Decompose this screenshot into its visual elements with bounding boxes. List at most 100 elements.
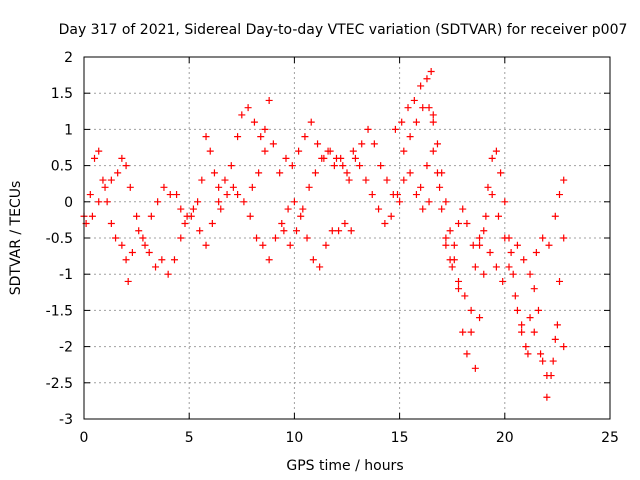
data-point [507,248,515,256]
data-point [223,191,231,199]
data-point [215,183,223,191]
data-point [246,212,254,220]
data-point [549,357,557,365]
data-point [427,67,435,75]
series-sat-f [391,67,568,401]
data-point [417,183,425,191]
data-point [530,328,538,336]
data-point [368,191,376,199]
data-point [114,169,122,177]
data-point [343,169,351,177]
data-point [442,198,450,206]
data-point [248,183,256,191]
data-point [347,227,355,235]
data-point [250,118,258,126]
data-point [170,256,178,264]
data-point [494,212,502,220]
data-point [511,292,519,300]
data-point [501,198,509,206]
data-point [269,140,277,148]
y-axis-label: SDTVAR / TECUs [8,181,24,296]
data-point [164,270,172,278]
data-point [539,234,547,242]
data-point [463,220,471,228]
data-point [206,147,214,155]
y-tick-label: 0 [64,195,73,211]
data-point [419,104,427,112]
data-point [293,227,301,235]
data-point [183,212,191,220]
data-point [433,169,441,177]
data-point [158,256,166,264]
data-point [450,241,458,249]
data-point [455,220,463,228]
data-point [173,191,181,199]
data-point [412,118,420,126]
series-sat-e [280,147,433,249]
data-point [166,191,174,199]
data-point [419,205,427,213]
data-point [88,212,96,220]
y-tick-label: -2.5 [46,376,73,392]
data-point [208,220,216,228]
series-sat-c [217,183,355,271]
y-tick-label: -0.5 [46,231,73,247]
data-point [322,241,330,249]
data-point [423,162,431,170]
data-point [221,176,229,184]
data-point [271,234,279,242]
data-point [316,263,324,271]
data-point [556,277,564,285]
data-point [476,241,484,249]
data-points [80,67,568,401]
data-point [259,241,267,249]
data-point [133,212,141,220]
data-point [261,147,269,155]
data-point [339,162,347,170]
data-point [398,118,406,126]
grid-lines [84,57,610,419]
data-point [335,227,343,235]
data-point [518,321,526,329]
data-point [217,205,225,213]
data-point [461,292,469,300]
data-point [375,205,383,213]
y-tick-label: 1.5 [51,86,73,102]
data-point [492,147,500,155]
data-point [492,263,500,271]
data-point [351,154,359,162]
data-point [107,176,115,184]
data-point [257,133,265,141]
data-point [240,198,248,206]
data-point [412,191,420,199]
data-point [539,357,547,365]
data-point [103,198,111,206]
data-point [177,205,185,213]
data-point [448,263,456,271]
data-point [234,191,242,199]
data-point [522,343,530,351]
data-point [124,277,132,285]
data-point [391,125,399,133]
x-tick-label: 5 [185,430,194,446]
data-point [341,220,349,228]
y-tick-label: -2 [59,340,73,356]
data-point [234,133,242,141]
series-sat-h [417,147,568,380]
data-point [406,169,414,177]
data-point [433,140,441,148]
series-sat-d [248,96,404,206]
data-point [497,169,505,177]
data-point [181,220,189,228]
data-point [446,227,454,235]
data-point [364,125,372,133]
plot-frame [83,56,611,420]
data-point [328,227,336,235]
data-point [297,212,305,220]
data-point [438,205,446,213]
data-point [314,140,322,148]
data-point [560,234,568,242]
data-point [278,220,286,228]
data-point [560,176,568,184]
